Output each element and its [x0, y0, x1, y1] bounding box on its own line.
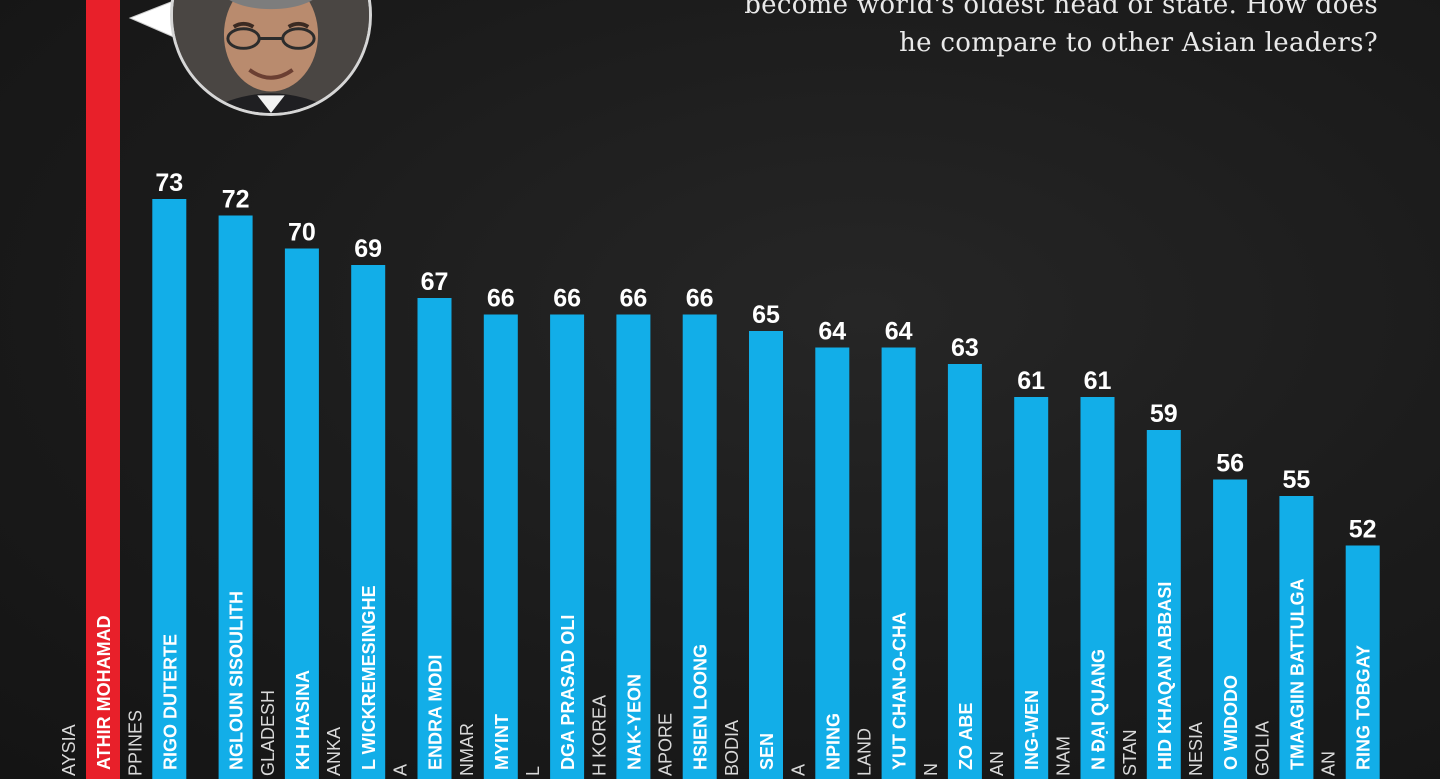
value-label-4: 69	[354, 235, 382, 263]
country-label-12: LAND	[855, 728, 875, 776]
value-label-9: 66	[686, 285, 714, 313]
leader-name-7: DGA PRASAD OLI	[558, 615, 578, 770]
leader-name-0: ATHIR MOHAMAD	[94, 615, 114, 770]
value-label-18: 55	[1282, 466, 1310, 494]
country-label-19: AN	[1319, 751, 1339, 776]
bar-8	[616, 314, 651, 779]
leader-name-9: HSIEN LOONG	[691, 644, 711, 770]
value-label-12: 64	[885, 318, 913, 346]
bar-14	[1014, 397, 1049, 779]
leader-name-14: ING-WEN	[1022, 690, 1042, 770]
value-label-7: 66	[553, 285, 581, 313]
country-label-17: NESIA	[1186, 722, 1206, 776]
country-label-1: PPINES	[125, 710, 145, 776]
leader-name-6: MYINT	[492, 714, 512, 770]
country-label-8: H KOREA	[589, 695, 609, 776]
bar-6	[483, 314, 518, 779]
value-label-16: 59	[1150, 400, 1178, 428]
leader-name-8: NAK-YEON	[624, 674, 644, 770]
country-label-7: L	[523, 766, 543, 776]
bar-15	[1080, 397, 1115, 779]
value-label-17: 56	[1216, 450, 1244, 478]
bar-0	[86, 0, 120, 779]
bar-4	[351, 265, 386, 779]
value-label-10: 65	[752, 301, 780, 329]
leader-name-1: RIGO DUTERTE	[160, 634, 180, 770]
country-label-10: BODIA	[722, 720, 742, 776]
country-label-18: GOLIA	[1252, 721, 1272, 776]
leader-name-3: KH HASINA	[293, 670, 313, 770]
country-label-3: GLADESH	[258, 690, 278, 776]
bar-18	[1279, 496, 1314, 779]
leader-name-4: L WICKREMESINGHE	[359, 585, 379, 770]
leader-name-5: ENDRA MODI	[426, 655, 446, 770]
country-label-0: AYSIA	[59, 724, 79, 776]
bar-2	[218, 215, 253, 779]
leader-name-11: NPING	[823, 713, 843, 770]
country-label-15: NAM	[1054, 736, 1074, 776]
leader-name-19: RING TOBGAY	[1354, 645, 1374, 770]
bar-11	[815, 347, 850, 779]
country-label-9: APORE	[656, 713, 676, 776]
bar-5	[417, 298, 452, 779]
bar-12	[881, 347, 916, 779]
country-label-13: N	[921, 763, 941, 776]
bar-16	[1146, 430, 1181, 779]
value-label-8: 66	[619, 285, 647, 313]
value-label-15: 61	[1084, 367, 1112, 395]
value-label-6: 66	[487, 285, 515, 313]
value-label-1: 73	[155, 169, 183, 197]
leader-name-10: SEN	[757, 733, 777, 770]
bar-10	[749, 331, 783, 779]
value-label-5: 67	[421, 268, 449, 296]
bar-1	[152, 199, 187, 779]
leader-name-2: NGLOUN SISOULITH	[227, 591, 247, 770]
leader-name-13: ZO ABE	[956, 703, 976, 770]
bar-7	[550, 314, 585, 779]
value-label-11: 64	[818, 318, 846, 346]
leader-name-18: TMAAGIIN BATTULGA	[1287, 578, 1307, 770]
headline-line-2: he compare to other Asian leaders?	[899, 28, 1378, 58]
leader-name-15: N ĐẠI QUANG	[1089, 649, 1109, 770]
bar-17	[1213, 479, 1248, 779]
bar-3	[284, 248, 319, 779]
leader-name-12: YUT CHAN-O-CHA	[890, 612, 910, 770]
bar-13	[947, 364, 982, 779]
country-label-4: ANKA	[324, 727, 344, 776]
country-label-6: NMAR	[457, 723, 477, 776]
value-label-3: 70	[288, 219, 316, 247]
country-label-5: A	[391, 764, 411, 776]
headline: become world's oldest head of state. How…	[658, 0, 1378, 62]
bar-9	[682, 314, 717, 779]
leader-name-16: HID KHAQAN ABBASI	[1155, 582, 1175, 770]
bar-19	[1345, 545, 1380, 779]
headline-line-1: become world's oldest head of state. How…	[744, 0, 1378, 20]
value-label-14: 61	[1017, 367, 1045, 395]
value-label-13: 63	[951, 334, 979, 362]
value-label-2: 72	[222, 186, 250, 214]
country-label-11: A	[788, 764, 808, 776]
country-label-14: AN	[987, 751, 1007, 776]
leader-name-17: O WIDODO	[1221, 675, 1241, 770]
value-label-19: 52	[1349, 516, 1377, 544]
country-label-16: STAN	[1120, 729, 1140, 776]
